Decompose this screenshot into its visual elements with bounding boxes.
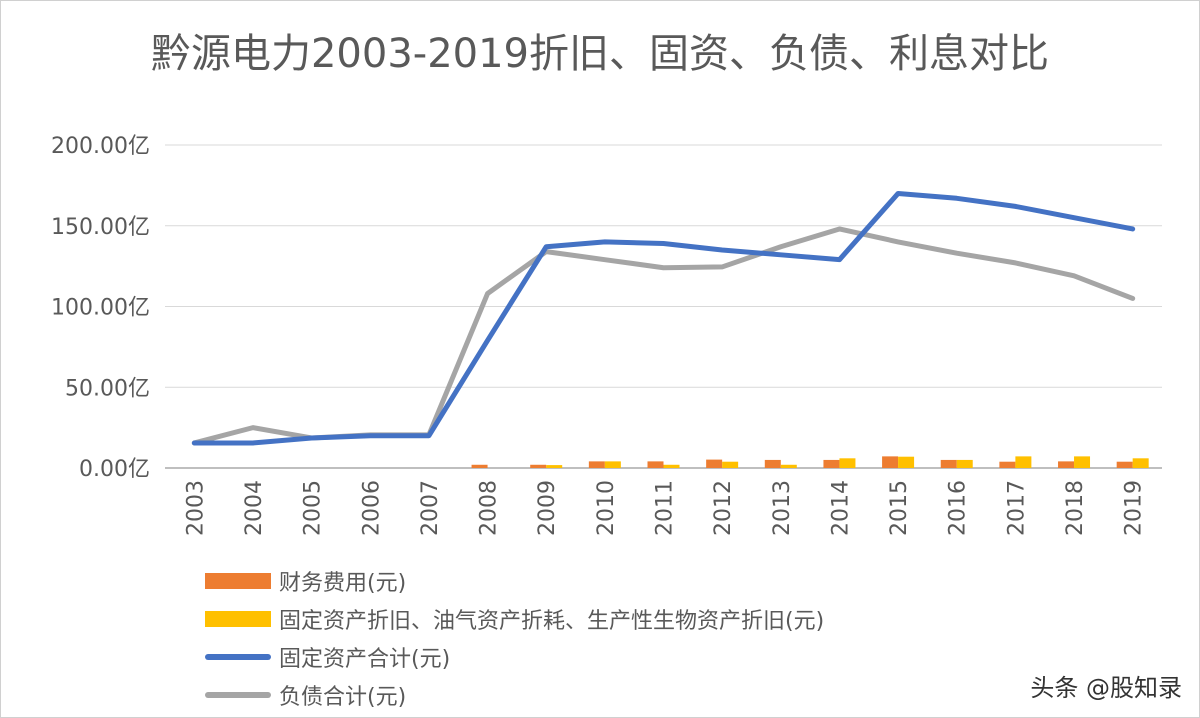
bar xyxy=(1015,456,1032,468)
legend-swatch xyxy=(205,654,271,660)
bar xyxy=(604,461,621,468)
bar xyxy=(546,465,563,468)
bar xyxy=(1116,461,1133,468)
bar xyxy=(882,456,899,468)
legend-label: 固定资产合计(元) xyxy=(279,647,451,672)
legend-item: 负债合计(元) xyxy=(205,676,824,714)
x-tick-label: 2008 xyxy=(477,480,502,536)
legend-swatch xyxy=(205,611,271,627)
y-tick-label: 150.00亿 xyxy=(51,215,150,240)
bar xyxy=(588,461,605,468)
legend-swatch xyxy=(205,692,271,698)
bar xyxy=(999,461,1016,468)
y-tick-label: 200.00亿 xyxy=(51,134,150,159)
bar xyxy=(940,459,957,468)
bar xyxy=(706,459,723,468)
x-tick-label: 2009 xyxy=(535,480,560,536)
x-tick-label: 2011 xyxy=(653,480,678,536)
bar xyxy=(647,461,664,468)
x-tick-label: 2016 xyxy=(946,480,971,536)
x-tick-label: 2012 xyxy=(711,480,736,536)
x-tick-label: 2010 xyxy=(594,480,619,536)
x-tick-label: 2006 xyxy=(359,480,384,536)
line-series xyxy=(191,226,1136,446)
y-tick-label: 50.00亿 xyxy=(65,376,150,401)
bar xyxy=(663,464,680,468)
x-tick-label: 2018 xyxy=(1063,480,1088,536)
x-tick-label: 2013 xyxy=(770,480,795,536)
legend-item: 固定资产折旧、油气资产折耗、生产性生物资产折旧(元) xyxy=(205,600,824,638)
legend-label: 财务费用(元) xyxy=(279,571,407,596)
bar xyxy=(1074,456,1091,468)
bar xyxy=(956,459,973,468)
y-tick-label: 100.00亿 xyxy=(51,296,150,321)
legend: 财务费用(元) 固定资产折旧、油气资产折耗、生产性生物资产折旧(元) 固定资产合… xyxy=(205,562,824,714)
bar xyxy=(1132,458,1149,468)
bar xyxy=(839,458,856,468)
x-tick-label: 2005 xyxy=(301,480,326,536)
y-tick-label: 0.00亿 xyxy=(79,457,150,482)
x-tick-label: 2019 xyxy=(1122,480,1147,536)
bar xyxy=(898,456,915,468)
bar xyxy=(1058,461,1075,468)
bar xyxy=(471,464,488,468)
legend-label: 固定资产折旧、油气资产折耗、生产性生物资产折旧(元) xyxy=(279,609,825,634)
legend-swatch xyxy=(205,573,271,589)
legend-label: 负债合计(元) xyxy=(279,685,407,710)
x-tick-label: 2004 xyxy=(242,480,267,536)
legend-item: 固定资产合计(元) xyxy=(205,638,824,676)
bar xyxy=(530,464,547,468)
legend-item: 财务费用(元) xyxy=(205,562,824,600)
bar xyxy=(722,461,739,468)
line-series xyxy=(191,190,1136,446)
bar xyxy=(823,459,840,468)
x-tick-label: 2014 xyxy=(828,480,853,536)
x-tick-label: 2017 xyxy=(1004,480,1029,536)
x-tick-label: 2003 xyxy=(183,480,208,536)
bar xyxy=(764,459,781,468)
chart-title: 黔源电力2003-2019折旧、固资、负债、利息对比 xyxy=(150,31,1050,77)
x-tick-label: 2007 xyxy=(418,480,443,536)
bar xyxy=(780,464,797,468)
x-tick-label: 2015 xyxy=(887,480,912,536)
watermark: 头条 @股知录 xyxy=(1030,674,1182,702)
